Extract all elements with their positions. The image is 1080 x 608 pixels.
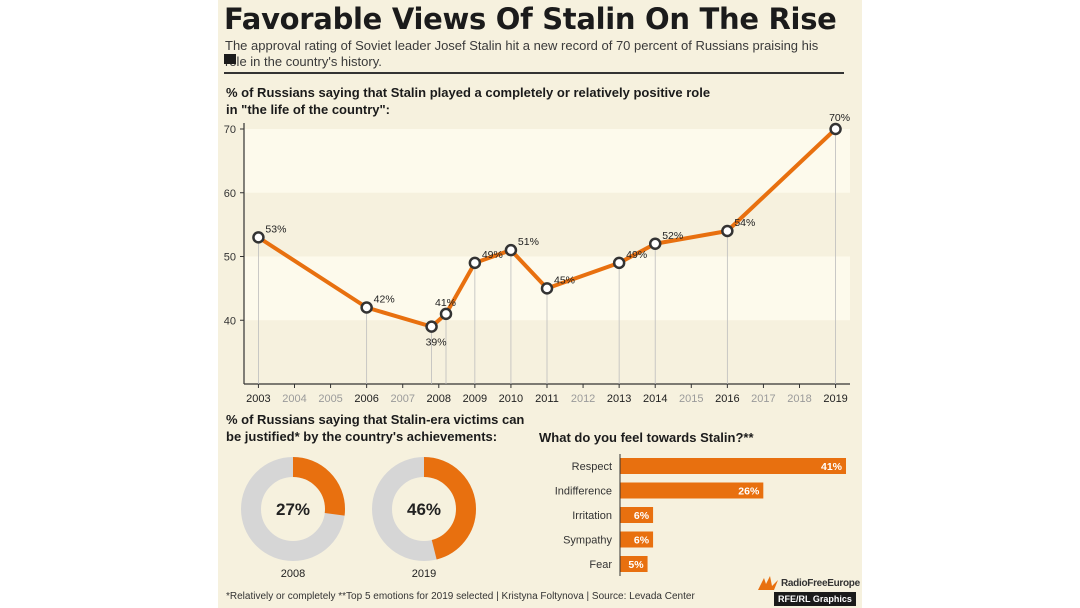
x-tick-label: 2018 [787,393,811,405]
bar [620,531,654,548]
bar-value-label: 5% [628,559,644,571]
bar-value-label: 6% [634,535,650,547]
bar-category-label: Sympathy [563,535,612,547]
x-tick-label: 2019 [823,393,847,405]
donut-value: 46% [407,500,441,519]
data-point [829,122,842,136]
donut-slice [241,457,345,561]
data-point [612,256,626,270]
donut-chart-heading: % of Russians saying that Stalin-era vic… [226,411,524,445]
bar-category-label: Respect [572,461,612,473]
data-label: 51% [518,236,539,248]
donut-chart-heading-line2: be justified* by the country's achieveme… [226,429,498,444]
x-tick-label: 2010 [499,393,523,405]
title-rule [224,54,236,64]
x-tick-label: 2005 [318,393,342,405]
plot-band [244,129,850,193]
data-label: 49% [482,249,503,261]
x-tick-label: 2014 [643,393,667,405]
y-tick-label: 50 [224,252,236,264]
data-point [439,307,453,321]
data-label: 42% [374,294,395,306]
data-label: 70% [829,112,850,124]
bar-category-label: Fear [589,559,612,571]
bar [620,482,764,499]
data-point [504,243,518,257]
bar-value-label: 6% [634,510,650,522]
line-chart: 40 50 60 70 2003 2004 2005 2006 2007 2008 2009 2010… [224,112,850,405]
bar-category-label: Irritation [572,510,612,522]
data-point [360,301,373,314]
brand-tag: RFE/RL Graphics [774,592,856,606]
bar-value-label: 41% [821,461,843,473]
donut-chart: 27% 2008 46% 2019 [241,457,476,580]
radio-logo-icon [758,576,778,590]
page-title: Favorable Views Of Stalin On The Rise [224,2,837,36]
infographic: Favorable Views Of Stalin On The Rise Th… [218,0,862,608]
bar [620,507,654,523]
bar-chart: Respect 41% Indifference 26% Irritation 6% Sym… [555,454,846,576]
line-chart-heading-line2: in "the life of the country": [226,102,390,117]
data-point [721,224,734,238]
data-label: 39% [426,337,447,349]
bar-category-label: Indifference [555,486,612,498]
data-label: 41% [435,297,456,309]
x-tick-label: 2013 [607,393,631,405]
donut-year: 2019 [412,568,436,580]
line-chart-heading: % of Russians saying that Stalin played … [226,84,710,118]
data-point [540,282,554,295]
brand-name: RadioFreeEurope [781,578,860,589]
footnote: *Relatively or completely **Top 5 emotio… [226,591,695,602]
y-tick-label: 40 [224,315,236,327]
donut-chart-heading-line1: % of Russians saying that Stalin-era vic… [226,412,525,427]
y-tick-label: 70 [224,124,236,136]
line-chart-heading-line1: % of Russians saying that Stalin played … [226,85,711,100]
donut-slice [372,457,476,561]
data-point [425,320,438,333]
y-tick-label: 60 [224,188,236,200]
donut-value: 27% [276,500,310,519]
x-tick-label: 2003 [246,393,270,405]
page-subtitle: The approval rating of Soviet leader Jos… [225,38,819,69]
donut-year: 2008 [281,568,305,580]
x-tick-label: 2012 [571,393,595,405]
data-label: 53% [265,223,286,235]
bar [620,458,846,474]
x-tick-label: 2011 [535,393,559,405]
x-tick-label: 2016 [715,393,739,405]
bar [620,556,648,572]
x-tick-label: 2015 [679,393,703,405]
data-label: 52% [662,230,683,242]
bar-value-label: 26% [738,486,760,498]
data-point [648,237,662,250]
title-rule-line [224,72,844,74]
bar-chart-heading: What do you feel towards Stalin?** [539,430,754,445]
data-label: 54% [734,217,755,229]
x-tick-label: 2006 [354,393,378,405]
data-label: 49% [626,249,647,261]
x-tick-label: 2008 [427,393,451,405]
data-point [252,231,265,244]
x-tick-label: 2004 [282,393,306,405]
data-label: 45% [554,274,575,286]
x-tick-label: 2009 [463,393,487,405]
x-tick-label: 2017 [751,393,775,405]
data-point [468,256,482,270]
x-tick-label: 2007 [390,393,414,405]
